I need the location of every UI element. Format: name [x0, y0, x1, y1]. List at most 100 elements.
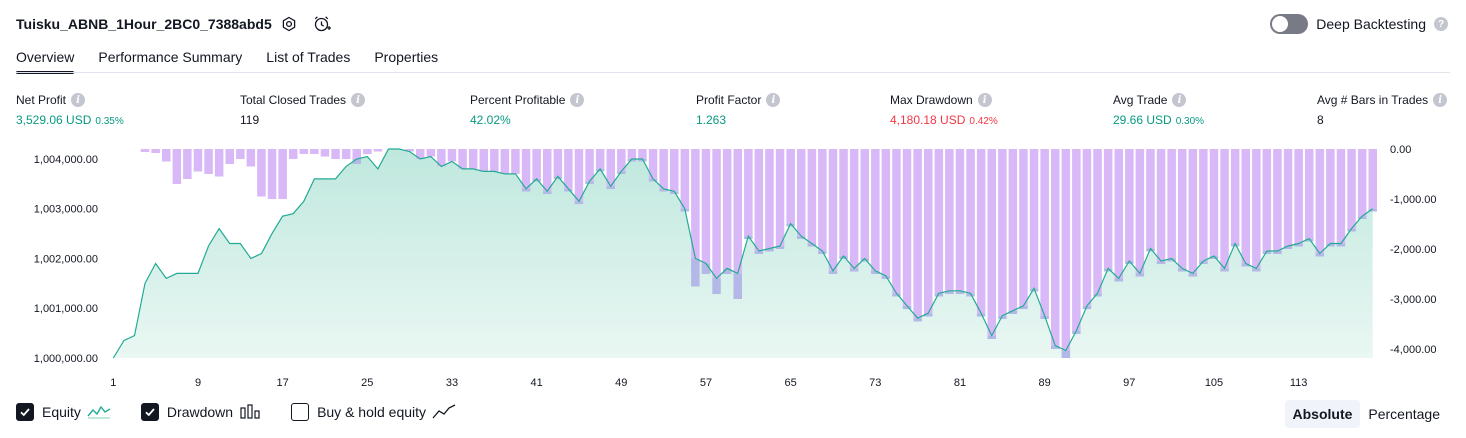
info-icon[interactable]: i: [1172, 93, 1187, 107]
drawdown-bar-overlap: [1135, 273, 1145, 277]
drawdown-bar-overlap: [1061, 350, 1071, 358]
drawdown-bar-overlap: [849, 268, 859, 272]
drawdown-bar-overlap: [722, 268, 732, 274]
deep-backtesting-toggle[interactable]: [1270, 14, 1309, 34]
y-axis-right-label: -4,000.00: [1390, 344, 1436, 356]
drawdown-bar-overlap: [860, 258, 869, 262]
info-icon[interactable]: i: [977, 93, 992, 107]
drawdown-bar: [1156, 149, 1166, 261]
drawdown-bar: [1061, 149, 1071, 351]
percentage-button[interactable]: Percentage: [1368, 406, 1440, 422]
drawdown-bar: [1347, 149, 1356, 229]
drawdown-bar: [1146, 149, 1155, 249]
drawdown-bar-overlap: [574, 201, 584, 205]
legend-equity[interactable]: Equity: [16, 403, 111, 421]
drawdown-bar: [722, 149, 732, 269]
drawdown-bar-overlap: [543, 191, 552, 194]
drawdown-bar-overlap: [627, 159, 637, 162]
drawdown-bar: [511, 149, 520, 174]
x-axis-label: 49: [615, 377, 627, 389]
y-axis-left-label: 1,003,000.00: [34, 204, 98, 216]
metric-percent-profitable: Percent Profitable i 42.02%: [470, 93, 585, 127]
y-axis-left-label: 1,002,000.00: [34, 254, 98, 266]
drawdown-bar-overlap: [1082, 305, 1092, 310]
drawdown-bar-overlap: [1294, 243, 1303, 247]
drawdown-bar: [849, 149, 859, 269]
tab-performance-summary[interactable]: Performance Summary: [98, 49, 243, 65]
drawdown-bar: [1188, 149, 1198, 274]
drawdown-bar: [162, 149, 171, 162]
info-icon[interactable]: i: [766, 93, 781, 107]
y-axis-right-label: -1,000.00: [1390, 194, 1436, 206]
drawdown-bar: [648, 149, 658, 179]
metric-avg-trade: Avg Trade i 29.66 USD 0.30%: [1113, 93, 1204, 127]
drawdown-bar: [289, 149, 298, 159]
drawdown-bar-overlap: [828, 270, 838, 274]
drawdown-bar-overlap: [966, 293, 975, 297]
drawdown-bar-overlap: [871, 270, 880, 274]
equity-checkbox[interactable]: [16, 403, 34, 421]
drawdown-bar: [1220, 149, 1229, 269]
drawdown-bar-overlap: [1209, 256, 1219, 259]
drawdown-bar-overlap: [945, 290, 954, 294]
drawdown-bar: [204, 149, 213, 174]
drawdown-bar: [966, 149, 975, 294]
buy-hold-label: Buy & hold equity: [317, 404, 427, 420]
top-bar: Tuisku_ABNB_1Hour_2BC0_7388abd5 Deep Bac…: [0, 0, 1466, 48]
absolute-button[interactable]: Absolute: [1284, 400, 1361, 428]
metric-avg-bars: Avg # Bars in Trades i 8: [1317, 93, 1448, 127]
metric-value: 1.263: [696, 113, 727, 127]
drawdown-bar-overlap: [786, 223, 795, 227]
drawdown-bar-overlap: [1305, 238, 1314, 242]
drawdown-bar: [1093, 149, 1102, 294]
drawdown-bar: [1262, 149, 1272, 251]
drawdown-bar-overlap: [1156, 261, 1166, 264]
drawdown-bar: [140, 149, 150, 152]
metric-value: 8: [1317, 113, 1324, 127]
tab-overview[interactable]: Overview: [16, 46, 75, 74]
info-icon[interactable]: i: [1433, 93, 1448, 107]
info-icon[interactable]: i: [71, 93, 86, 107]
tab-properties[interactable]: Properties: [374, 49, 439, 65]
metric-value: 42.02%: [470, 113, 511, 127]
drawdown-bar-overlap: [733, 273, 742, 299]
x-axis-label: 33: [446, 377, 458, 389]
drawdown-bar: [871, 149, 880, 271]
drawdown-bar: [1008, 149, 1018, 311]
drawdown-bar: [585, 149, 594, 182]
drawdown-bar-overlap: [564, 188, 573, 192]
info-icon[interactable]: i: [570, 93, 585, 107]
drawdown-bar-overlap: [1093, 293, 1102, 297]
tab-bar: Overview Performance Summary List of Tra…: [16, 46, 462, 74]
info-icon[interactable]: i: [351, 93, 366, 107]
drawdown-bar: [151, 149, 160, 153]
settings-icon[interactable]: [278, 13, 300, 35]
drawdown-bar: [373, 149, 383, 152]
add-alert-icon[interactable]: [311, 13, 333, 35]
drawdown-bar: [246, 149, 256, 167]
drawdown-bar: [1051, 149, 1060, 346]
drawdown-bar: [236, 149, 245, 159]
drawdown-bar: [352, 149, 361, 159]
equity-line-icon: [87, 405, 111, 419]
drawdown-bar: [458, 149, 467, 169]
drawdown-bar-overlap: [998, 315, 1007, 319]
drawdown-bar-overlap: [818, 251, 827, 254]
drawdown-bar: [193, 149, 203, 172]
drawdown-bar: [786, 149, 795, 224]
drawdown-checkbox[interactable]: [140, 403, 159, 421]
drawdown-bar: [1230, 149, 1240, 244]
tab-list-of-trades[interactable]: List of Trades: [266, 49, 351, 65]
drawdown-bar: [1305, 149, 1314, 239]
equity-drawdown-chart[interactable]: 1,004,000.00 1,003,000.00 1,002,000.00 1,00…: [0, 140, 1466, 398]
metric-value: 3,529.06 USD: [16, 113, 92, 127]
x-axis-label: 65: [784, 377, 796, 389]
buy-hold-checkbox[interactable]: [291, 403, 310, 421]
x-axis-label: 1: [110, 377, 116, 389]
help-icon[interactable]: ?: [1434, 17, 1448, 31]
legend-drawdown[interactable]: Drawdown: [140, 403, 261, 421]
drawdown-bar: [543, 149, 552, 192]
drawdown-bar-overlap: [691, 258, 700, 287]
legend-buy-hold[interactable]: Buy & hold equity: [291, 403, 456, 421]
x-axis-label: 97: [1123, 377, 1135, 389]
